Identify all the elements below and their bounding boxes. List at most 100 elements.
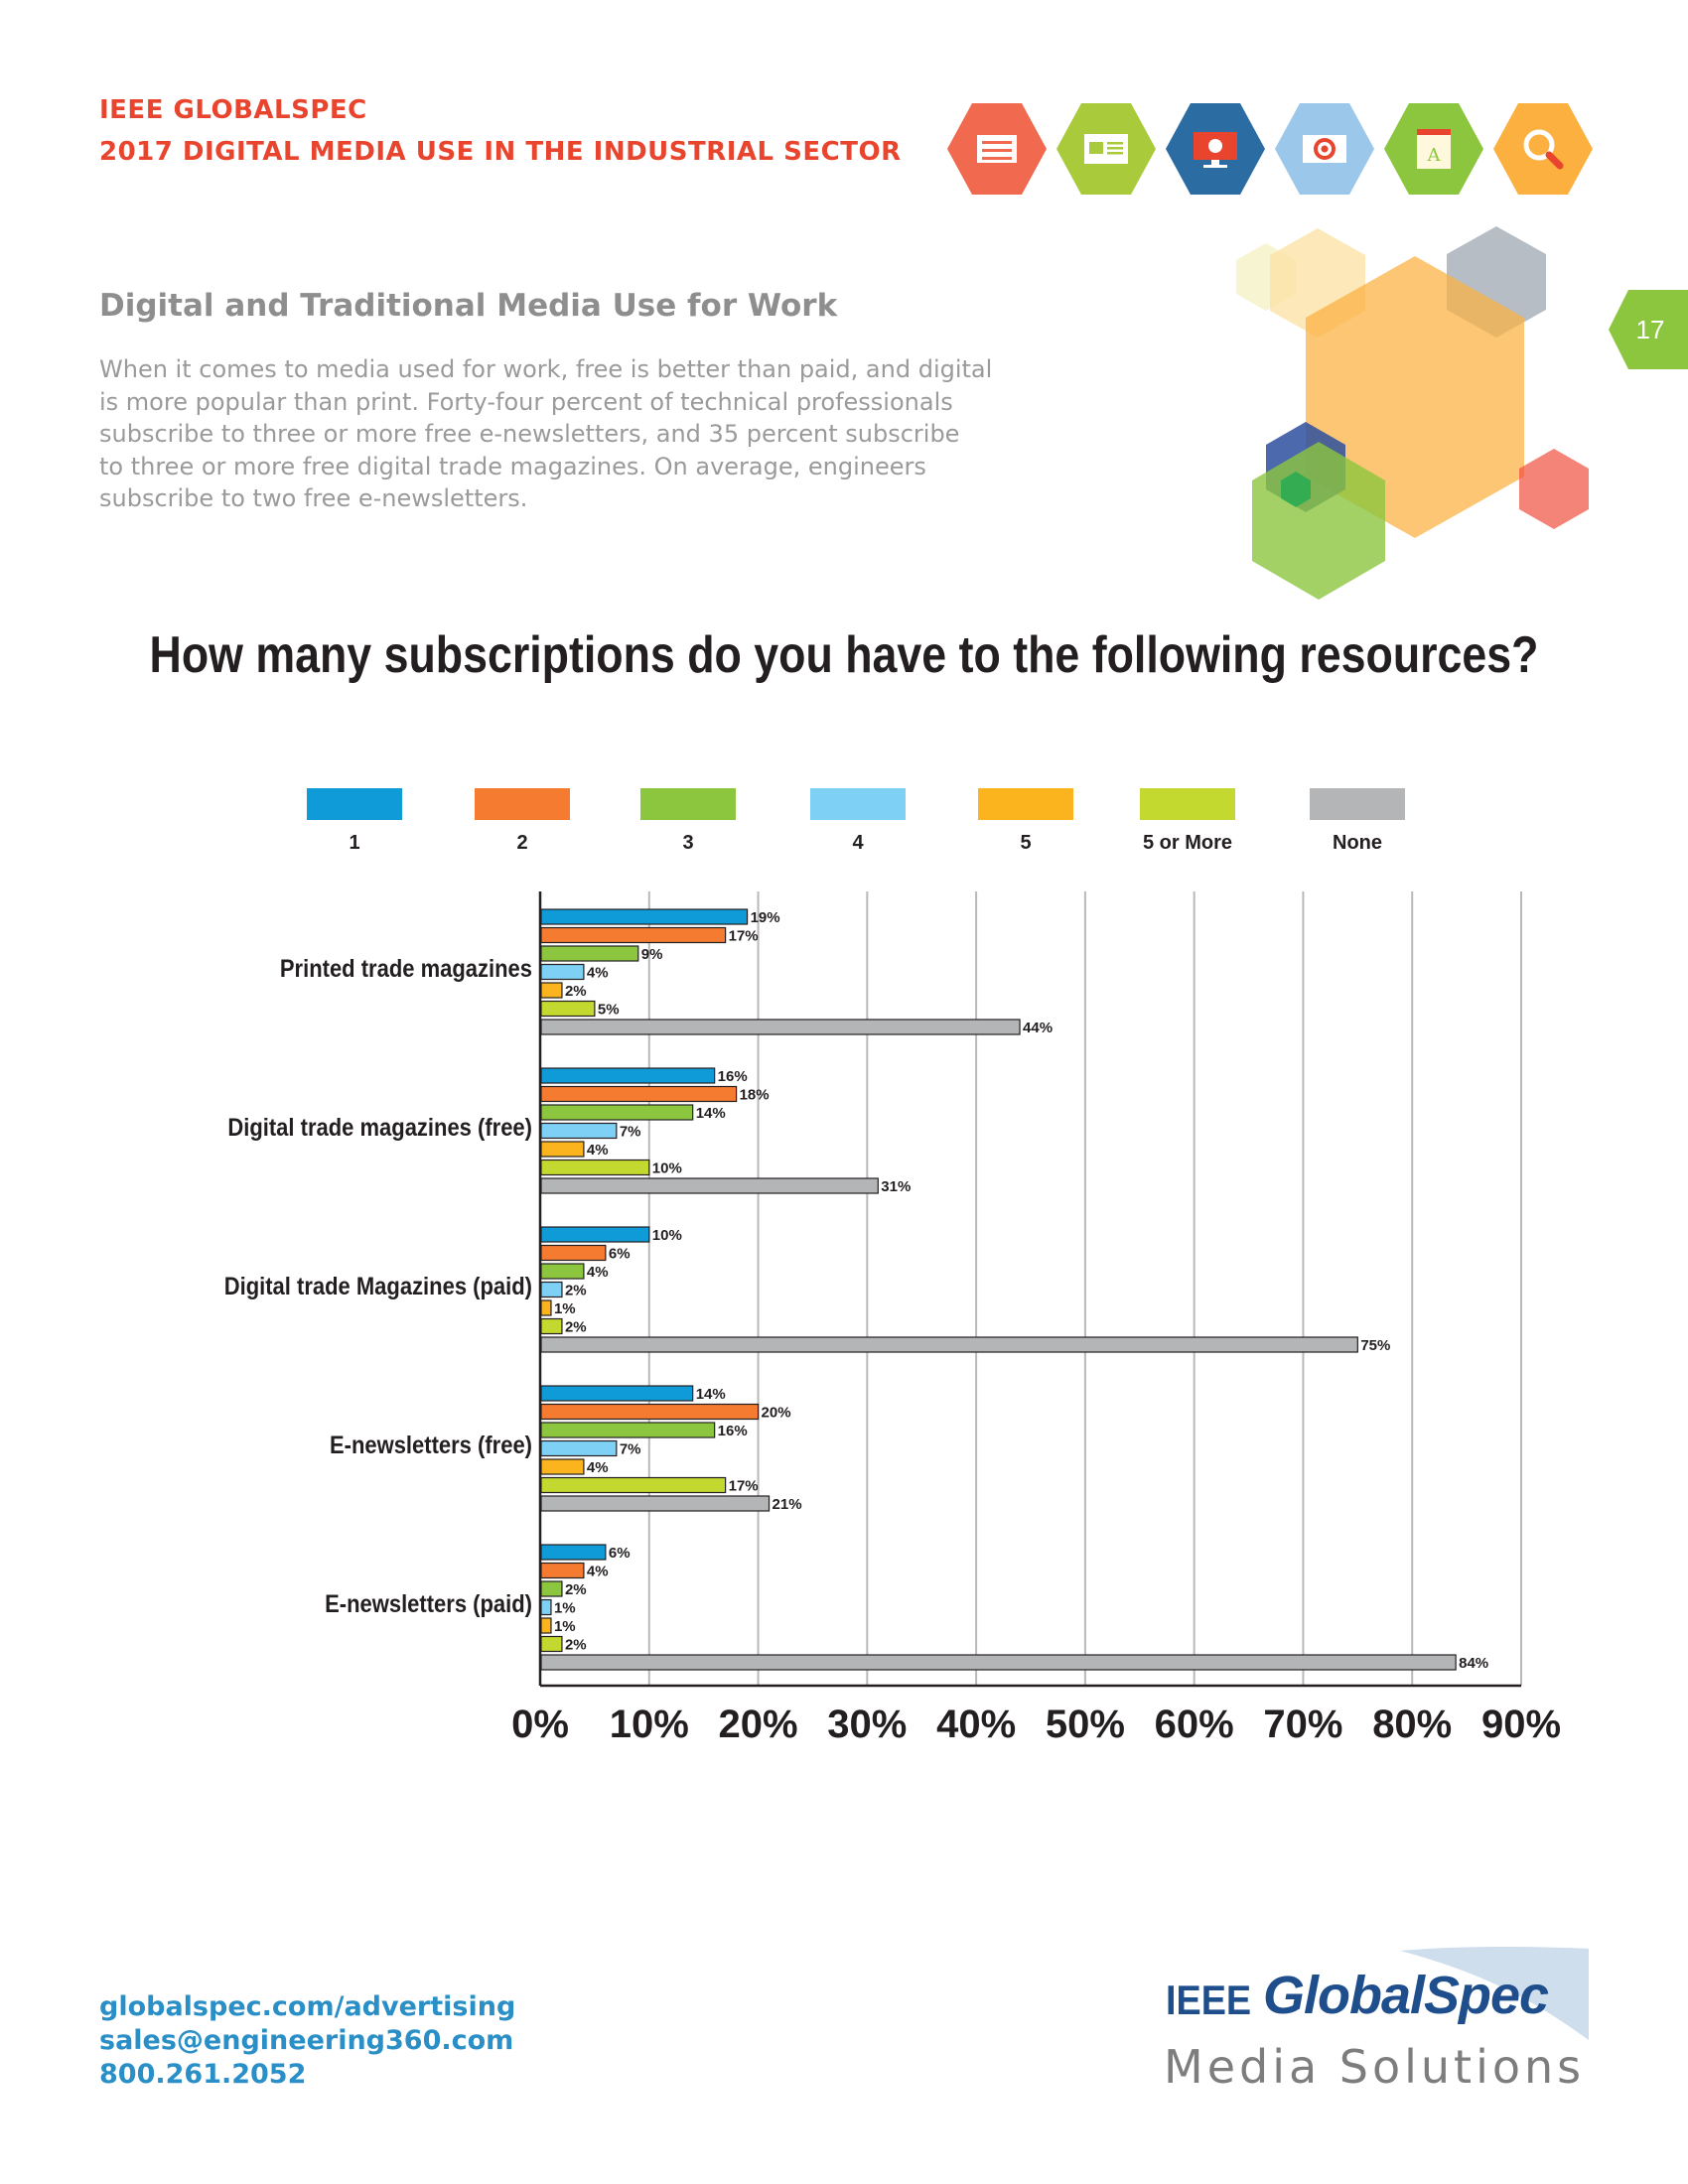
legend-swatch	[978, 788, 1073, 820]
browser-window-icon	[1056, 103, 1156, 195]
bar	[540, 1385, 694, 1402]
bar	[540, 1617, 552, 1634]
bar	[540, 1317, 563, 1335]
x-tick-label: 50%	[1046, 1703, 1125, 1746]
legend-item: 5 or More	[1128, 788, 1247, 855]
bar	[540, 1654, 1457, 1671]
data-label: 7%	[620, 1124, 641, 1141]
data-label: 7%	[620, 1441, 641, 1458]
legend-label: 4	[852, 832, 864, 854]
bar	[540, 1562, 585, 1579]
legend-label: None	[1333, 832, 1382, 854]
section-title: Digital and Traditional Media Use for Wo…	[99, 288, 838, 324]
legend-label: 5 or More	[1142, 832, 1233, 854]
intro-line: is more popular than print. Forty-four p…	[99, 387, 953, 416]
data-label: 16%	[718, 1423, 748, 1439]
data-label: 1%	[554, 1600, 576, 1617]
data-label: 14%	[696, 1105, 726, 1122]
data-label: 4%	[587, 1564, 609, 1580]
category-label: E-newsletters (paid)	[325, 1590, 532, 1618]
legend-item: 3	[629, 788, 748, 855]
bar	[540, 1598, 552, 1616]
data-label: 17%	[729, 1478, 759, 1495]
bar	[540, 963, 585, 981]
monitor-icon	[1166, 103, 1265, 195]
data-label: 75%	[1360, 1337, 1390, 1354]
legend-item: 4	[798, 788, 917, 855]
data-label: 19%	[751, 909, 780, 926]
data-label: 18%	[740, 1087, 770, 1104]
x-tick-label: 90%	[1481, 1703, 1561, 1746]
data-label: 4%	[587, 1459, 609, 1476]
contact-block: globalspec.com/advertising sales@enginee…	[99, 1990, 515, 2092]
newspaper-icon	[947, 103, 1047, 195]
decorative-hexagons	[1236, 226, 1589, 600]
data-label: 21%	[773, 1496, 802, 1513]
legend-swatch	[1310, 788, 1405, 820]
legend-item: 5	[966, 788, 1085, 855]
x-tick-label: 70%	[1263, 1703, 1342, 1746]
bar	[540, 1580, 563, 1597]
book-icon: A	[1384, 103, 1483, 195]
intro-line: subscribe to two free e-newsletters.	[99, 484, 528, 512]
website-link[interactable]: globalspec.com/advertising	[99, 1991, 516, 2022]
bar	[540, 1495, 771, 1512]
x-tick-label: 10%	[610, 1703, 689, 1746]
bar	[540, 1299, 552, 1316]
bar	[540, 1403, 760, 1421]
bar	[540, 1544, 607, 1561]
bar	[540, 1000, 596, 1018]
page-number-tab: 17	[1609, 290, 1688, 369]
data-label: 17%	[729, 928, 759, 945]
email-target-icon	[1275, 103, 1374, 195]
bar	[540, 1476, 727, 1494]
report-title: 2017 DIGITAL MEDIA USE IN THE INDUSTRIAL…	[99, 137, 902, 167]
email-link[interactable]: sales@engineering360.com	[99, 2025, 514, 2056]
bar	[540, 926, 727, 944]
bar-chart: Printed trade magazines19%17%9%4%2%5%44%…	[224, 891, 1561, 1746]
bar	[540, 1281, 563, 1298]
data-label: 5%	[598, 1002, 620, 1019]
bar	[540, 1122, 618, 1140]
data-label: 10%	[652, 1160, 682, 1177]
x-tick-label: 80%	[1372, 1703, 1452, 1746]
legend-swatch	[1140, 788, 1235, 820]
data-label: 9%	[641, 946, 663, 963]
category-label: Digital trade Magazines (paid)	[224, 1273, 532, 1300]
legend-label: 5	[1020, 832, 1032, 854]
legend-item: 2	[463, 788, 582, 855]
legend-item: None	[1298, 788, 1417, 855]
brand-logo: IEEE GlobalSpec Media Solutions	[1162, 1941, 1589, 2094]
bar	[540, 982, 563, 999]
bar	[540, 1263, 585, 1280]
legend-swatch	[810, 788, 906, 820]
data-label: 16%	[718, 1068, 748, 1085]
chart-legend: 1 2 3 4 5 5 or More None	[0, 788, 1688, 858]
bar	[540, 1019, 1021, 1035]
intro-line: subscribe to three or more free e-newsle…	[99, 420, 960, 448]
data-label: 2%	[565, 1319, 587, 1336]
x-tick-label: 40%	[936, 1703, 1016, 1746]
data-label: 2%	[565, 1581, 587, 1598]
legend-label: 1	[349, 832, 360, 854]
data-label: 6%	[609, 1246, 631, 1263]
legend-item: 1	[295, 788, 414, 855]
bar	[540, 1177, 879, 1194]
bar	[540, 945, 639, 962]
data-label: 2%	[565, 1637, 587, 1654]
intro-line: When it comes to media used for work, fr…	[99, 355, 993, 383]
bar	[540, 1226, 650, 1243]
x-tick-label: 0%	[511, 1703, 569, 1746]
category-label: E-newsletters (free)	[330, 1432, 532, 1459]
x-tick-label: 30%	[827, 1703, 907, 1746]
logo-swoosh-icon	[1400, 1947, 1589, 2040]
data-label: 2%	[565, 1283, 587, 1299]
data-label: 14%	[696, 1386, 726, 1403]
data-label: 20%	[762, 1405, 791, 1422]
data-label: 84%	[1459, 1655, 1488, 1672]
logo-globalspec: GlobalSpec	[1263, 1966, 1549, 2025]
chart-title: How many subscriptions do you have to th…	[149, 626, 1539, 684]
data-label: 1%	[554, 1618, 576, 1635]
bar	[540, 1244, 607, 1262]
intro-line: to three or more free digital trade maga…	[99, 452, 926, 480]
